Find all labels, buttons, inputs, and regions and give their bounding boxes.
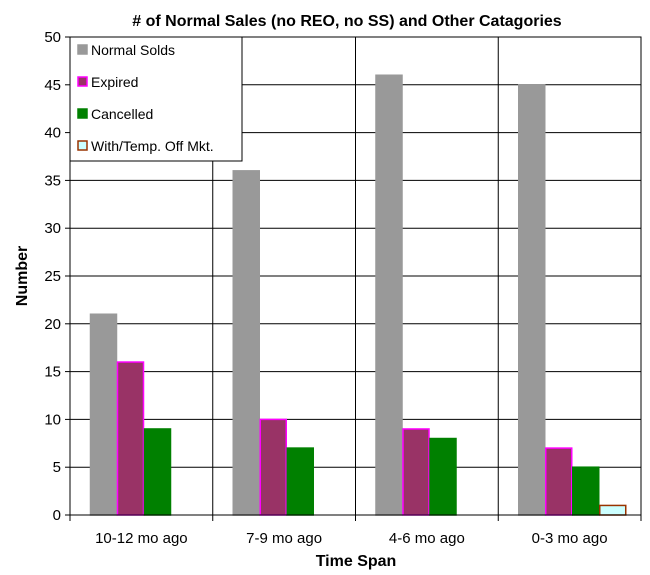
bar-normal-solds <box>375 74 403 516</box>
legend-box <box>69 36 243 162</box>
y-tick-label: 50 <box>44 29 61 46</box>
y-tick-label: 25 <box>44 268 61 285</box>
legend-swatch <box>77 76 88 87</box>
y-tick-label: 5 <box>53 459 61 476</box>
bar-cancelled <box>429 437 457 516</box>
y-tick-label: 35 <box>44 172 61 189</box>
bar-expired <box>402 428 430 516</box>
x-tick-label: 4-6 mo ago <box>389 530 465 547</box>
y-tick-label: 40 <box>44 125 61 142</box>
legend-label: Cancelled <box>91 106 153 122</box>
plot-frame <box>69 36 642 516</box>
y-axis-title: Number <box>14 246 31 306</box>
bar-normal-solds <box>232 170 260 516</box>
legend-label: Expired <box>91 74 138 90</box>
bar-expired <box>259 418 287 516</box>
legend-swatch <box>77 44 88 55</box>
bar-with-temp-off-mkt <box>599 504 627 516</box>
y-tick-label: 0 <box>53 507 61 524</box>
bar-cancelled <box>572 466 600 516</box>
legend-label: Normal Solds <box>91 42 175 58</box>
bar-cancelled <box>286 447 314 516</box>
y-tick-labels: 0 5 10 15 20 25 30 35 40 45 50 <box>44 29 61 524</box>
bars <box>89 74 627 516</box>
legend-swatch <box>77 108 88 119</box>
y-tick-label: 15 <box>44 364 61 381</box>
x-axis-title: Time Span <box>316 553 397 570</box>
axes <box>65 36 642 521</box>
bar-expired <box>116 361 145 516</box>
x-tick-label: 0-3 mo ago <box>532 530 608 547</box>
chart-title: # of Normal Sales (no REO, no SS) and Ot… <box>132 13 562 30</box>
legend: Normal Solds Expired Cancelled With/Temp. O… <box>69 36 243 162</box>
y-tick-label: 20 <box>44 316 61 333</box>
y-tick-label: 45 <box>44 77 61 94</box>
bar-expired <box>545 447 573 516</box>
x-tick-label: 7-9 mo ago <box>246 530 322 547</box>
bar-cancelled <box>143 428 172 516</box>
y-tick-label: 30 <box>44 220 61 237</box>
x-tick-labels: 10-12 mo ago 7-9 mo ago 4-6 mo ago 0-3 mo a… <box>95 530 607 547</box>
legend-swatch <box>77 140 88 151</box>
y-tick-label: 10 <box>44 411 61 428</box>
bar-normal-solds <box>518 84 546 516</box>
bar-normal-solds <box>89 313 118 516</box>
legend-label: With/Temp. Off Mkt. <box>91 138 214 154</box>
x-tick-label: 10-12 mo ago <box>95 530 188 547</box>
